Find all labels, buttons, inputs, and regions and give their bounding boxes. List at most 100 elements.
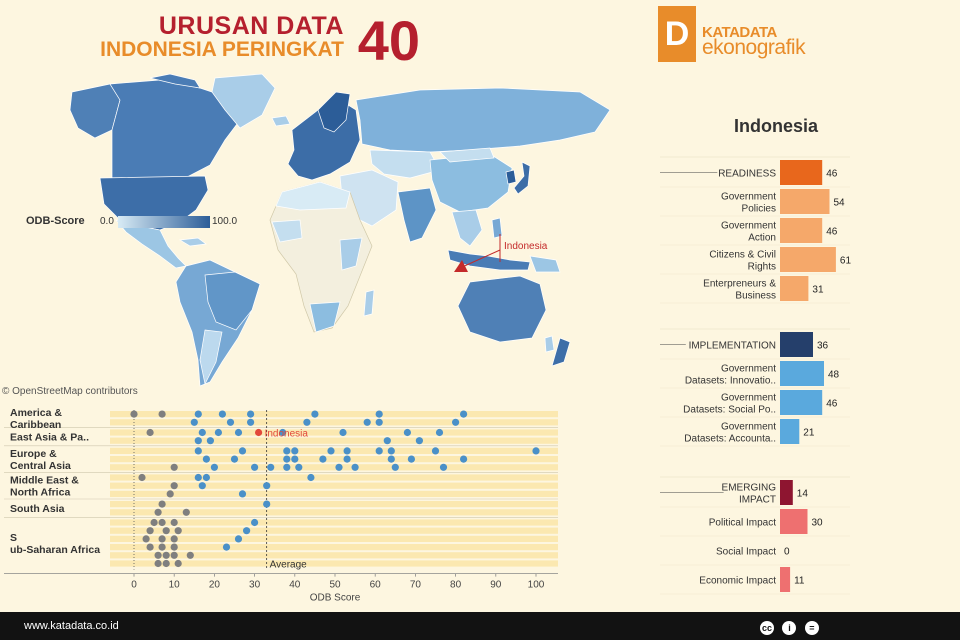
scatter-point[interactable]: [202, 455, 210, 463]
map-iceland[interactable]: [271, 115, 291, 127]
scatter-point[interactable]: [363, 418, 371, 426]
scatter-point[interactable]: [190, 418, 198, 426]
panel-section-bar[interactable]: [780, 160, 823, 185]
scatter-point[interactable]: [307, 473, 315, 482]
scatter-point[interactable]: [170, 518, 178, 527]
scatter-point[interactable]: [158, 518, 166, 527]
scatter-point[interactable]: [198, 428, 206, 437]
scatter-point[interactable]: [387, 455, 395, 463]
scatter-point[interactable]: [150, 518, 158, 527]
map-madagascar[interactable]: [363, 289, 375, 317]
scatter-point[interactable]: [311, 410, 319, 418]
map-papua[interactable]: [529, 255, 561, 273]
scatter-point[interactable]: [251, 463, 259, 471]
map-south-africa[interactable]: [309, 301, 341, 333]
scatter-point[interactable]: [251, 518, 259, 527]
panel-section-bar[interactable]: [780, 480, 793, 505]
scatter-point[interactable]: [214, 428, 222, 437]
map-north-africa[interactable]: [275, 181, 351, 211]
world-map[interactable]: [0, 70, 640, 400]
map-pacific-island[interactable]: [544, 335, 555, 353]
scatter-point[interactable]: [162, 559, 170, 568]
scatter-point[interactable]: [238, 447, 247, 455]
scatter-point[interactable]: [339, 428, 347, 437]
map-china[interactable]: [429, 153, 513, 213]
map-new-zealand[interactable]: [551, 337, 571, 367]
map-australia[interactable]: [457, 275, 547, 343]
scatter-point[interactable]: [452, 418, 460, 426]
scatter-point[interactable]: [158, 535, 166, 543]
scatter-point[interactable]: [198, 482, 206, 490]
scatter-point[interactable]: [202, 473, 210, 482]
scatter-point[interactable]: [247, 418, 255, 426]
scatter-point[interactable]: [130, 410, 138, 418]
scatter-point[interactable]: [222, 543, 231, 551]
scatter-point[interactable]: [295, 463, 303, 471]
panel-item-bar[interactable]: [780, 276, 809, 301]
scatter-point[interactable]: [138, 473, 146, 482]
map-brazil[interactable]: [204, 271, 261, 331]
map-korea[interactable]: [505, 169, 517, 185]
scatter-point[interactable]: [291, 455, 299, 463]
scatter-point[interactable]: [375, 418, 383, 426]
scatter-point[interactable]: [267, 463, 275, 471]
scatter-point[interactable]: [154, 559, 162, 568]
scatter-point[interactable]: [170, 482, 178, 490]
scatter-point[interactable]: [170, 543, 178, 551]
scatter-point[interactable]: [431, 447, 440, 455]
scatter-point[interactable]: [230, 455, 239, 463]
scatter-point-indonesia[interactable]: [255, 428, 263, 437]
scatter-point[interactable]: [210, 463, 218, 471]
scatter-point[interactable]: [335, 463, 343, 471]
scatter-point[interactable]: [154, 508, 162, 516]
map-scandinavia[interactable]: [317, 91, 351, 133]
scatter-point[interactable]: [435, 428, 444, 437]
scatter-point[interactable]: [283, 455, 291, 463]
scatter-point[interactable]: [158, 410, 166, 418]
scatter-point[interactable]: [283, 447, 291, 455]
scatter-point[interactable]: [263, 500, 271, 508]
map-east-africa[interactable]: [339, 237, 363, 271]
map-russia[interactable]: [355, 87, 611, 153]
scatter-point[interactable]: [194, 437, 202, 445]
scatter-point[interactable]: [383, 437, 391, 445]
scatter-point[interactable]: [162, 551, 170, 559]
scatter-point[interactable]: [170, 535, 178, 543]
scatter-point[interactable]: [206, 437, 214, 445]
panel-item-bar[interactable]: [780, 390, 823, 415]
panel-item-bar[interactable]: [780, 361, 824, 386]
scatter-point[interactable]: [351, 463, 359, 471]
scatter-point[interactable]: [247, 410, 255, 418]
scatter-point[interactable]: [182, 508, 190, 516]
scatter-point[interactable]: [170, 551, 178, 559]
scatter-point[interactable]: [158, 543, 166, 551]
scatter-point[interactable]: [238, 490, 247, 498]
scatter-point[interactable]: [186, 551, 194, 559]
map-central-asia[interactable]: [369, 149, 441, 179]
map-philippines[interactable]: [491, 217, 503, 239]
scatter-point[interactable]: [226, 418, 235, 426]
scatter-point[interactable]: [146, 428, 154, 437]
scatter-point[interactable]: [279, 428, 287, 437]
scatter-point[interactable]: [407, 455, 415, 463]
scatter-point[interactable]: [343, 447, 351, 455]
scatter-point[interactable]: [291, 447, 299, 455]
scatter-point[interactable]: [194, 447, 202, 455]
scatter-point[interactable]: [319, 455, 327, 463]
osm-attribution[interactable]: © OpenStreetMap contributors: [2, 386, 138, 397]
scatter-point[interactable]: [375, 410, 383, 418]
map-west-africa[interactable]: [271, 219, 303, 243]
map-africa[interactable]: [269, 181, 373, 333]
scatter-point[interactable]: [158, 500, 166, 508]
panel-item-bar[interactable]: [780, 567, 791, 592]
scatter-point[interactable]: [194, 473, 202, 482]
map-japan[interactable]: [513, 161, 531, 195]
scatter-point[interactable]: [532, 447, 540, 455]
scatter-point[interactable]: [154, 551, 162, 559]
scatter-point[interactable]: [234, 535, 243, 543]
map-india[interactable]: [397, 187, 437, 243]
scatter-point[interactable]: [403, 428, 411, 437]
map-se-asia[interactable]: [451, 209, 483, 247]
map-greenland[interactable]: [211, 73, 276, 129]
